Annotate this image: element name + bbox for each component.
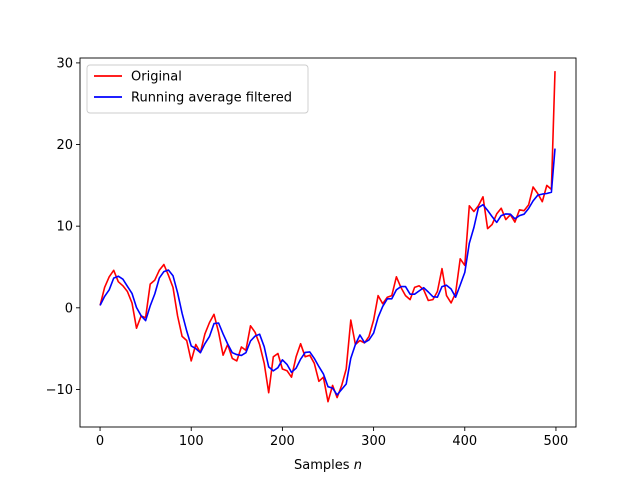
series-line-running-average-filtered: [99, 148, 556, 396]
x-tick-label: 300: [361, 434, 386, 449]
y-tick-label: −10: [46, 383, 73, 398]
y-tick-label: 30: [56, 56, 73, 71]
plot-lines: [99, 71, 556, 403]
x-tick-label: 500: [544, 434, 569, 449]
legend: Original Running average filtered: [86, 64, 309, 114]
x-tick-label: 0: [96, 434, 104, 449]
x-axis-ticks: 0 100 200 300 400 500: [96, 427, 568, 449]
x-tick-label: 100: [179, 434, 204, 449]
y-axis-ticks: −10 0 10 20 30: [46, 56, 80, 398]
x-tick-label: 400: [452, 434, 477, 449]
legend-label-filtered: Running average filtered: [131, 91, 292, 106]
series-line-original: [99, 71, 556, 403]
legend-label-original: Original: [131, 70, 182, 85]
y-tick-label: 0: [65, 301, 73, 316]
legend-box: [86, 64, 309, 114]
axes-frame: [79, 57, 577, 428]
x-axis-label-text: Samples: [294, 458, 354, 473]
x-axis-label: Samples n: [294, 458, 362, 473]
x-axis-label-variable: n: [354, 458, 362, 473]
x-tick-label: 200: [270, 434, 295, 449]
y-tick-label: 20: [56, 138, 73, 153]
y-tick-label: 10: [56, 220, 73, 235]
